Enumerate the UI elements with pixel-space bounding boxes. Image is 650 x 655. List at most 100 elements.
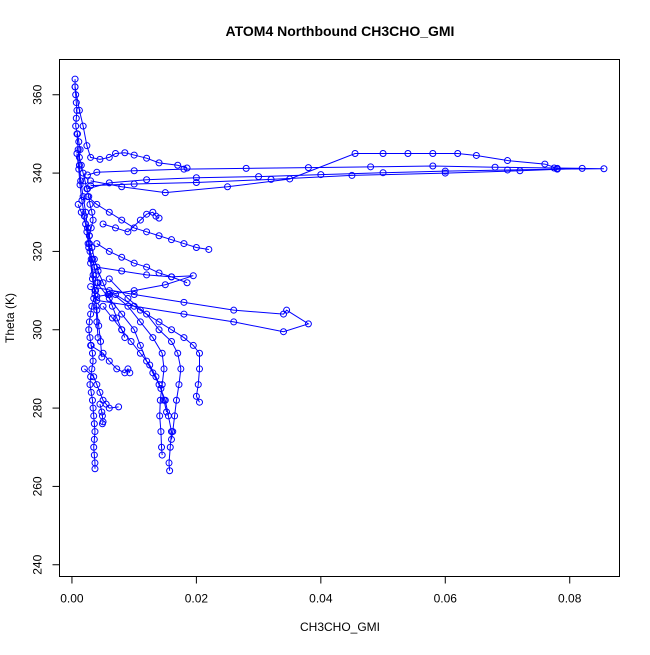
y-axis: 240 260 280 300 320 340 360: [31, 84, 60, 575]
chart-title: ATOM4 Northbound CH3CHO_GMI: [226, 23, 455, 39]
data-point: [80, 365, 88, 373]
data-point: [130, 259, 138, 267]
data-point: [143, 310, 151, 318]
data-point: [118, 216, 126, 224]
data-point: [404, 150, 412, 157]
data-point: [304, 164, 312, 172]
data-point: [283, 306, 291, 314]
data-point: [84, 224, 91, 232]
data-point: [85, 240, 93, 248]
data-point: [84, 171, 91, 179]
data-point: [112, 224, 119, 232]
data-point: [91, 287, 99, 295]
data-point: [71, 83, 79, 91]
series-line: [96, 243, 188, 284]
data-point: [105, 179, 113, 187]
data-point: [86, 381, 94, 389]
data-point: [152, 373, 160, 381]
data-point: [105, 294, 113, 302]
data-point: [96, 400, 104, 408]
data-point: [165, 459, 173, 467]
y-tick-label: 320: [31, 241, 45, 261]
data-point: [90, 435, 98, 443]
plot-frame: [59, 59, 620, 577]
data-point: [194, 381, 202, 389]
data-point: [224, 183, 231, 191]
data-point: [230, 306, 238, 314]
data-point: [196, 349, 203, 357]
data-point: [90, 451, 98, 459]
data-point: [429, 162, 437, 170]
data-point: [286, 175, 294, 183]
data-point: [136, 318, 144, 326]
data-point: [158, 349, 166, 357]
data-point: [86, 334, 94, 342]
data-point: [454, 150, 462, 157]
data-point: [99, 349, 107, 357]
data-point: [92, 302, 100, 310]
data-point: [180, 240, 188, 248]
data-point: [155, 318, 163, 326]
data-point: [192, 244, 200, 251]
data-point: [118, 310, 126, 318]
data-point: [504, 166, 511, 174]
data-point: [168, 273, 175, 281]
data-point: [105, 357, 113, 365]
data-point: [121, 149, 129, 157]
data-point: [441, 169, 449, 177]
data-point: [205, 245, 213, 253]
data-point: [379, 169, 387, 177]
data-point: [93, 318, 101, 326]
data-point: [196, 398, 203, 406]
data-point: [83, 228, 91, 236]
series-line: [90, 286, 310, 333]
y-tick-label: 300: [31, 319, 45, 339]
data-point: [89, 357, 97, 365]
data-point: [93, 263, 101, 271]
data-point: [160, 365, 168, 373]
x-tick-label: 0.04: [309, 592, 333, 606]
data-point: [175, 381, 183, 389]
data-point: [105, 153, 113, 161]
y-tick-label: 260: [31, 476, 45, 496]
data-point: [166, 443, 174, 451]
data-point: [130, 326, 138, 334]
data-point: [90, 443, 98, 451]
data-point: [169, 428, 177, 436]
data-point: [130, 291, 138, 298]
series-layer: [71, 75, 608, 475]
data-point: [168, 236, 175, 244]
data-point: [88, 302, 96, 310]
data-point: [157, 385, 165, 392]
data-point: [88, 349, 96, 357]
series-line: [96, 282, 173, 471]
data-point: [118, 253, 126, 261]
series-line: [115, 294, 200, 403]
data-point: [155, 232, 163, 240]
data-point: [105, 208, 113, 216]
data-point: [84, 193, 91, 201]
data-point: [317, 171, 325, 179]
data-point: [136, 216, 144, 224]
data-point: [155, 159, 163, 167]
series-line: [87, 165, 604, 190]
data-point: [280, 328, 287, 336]
data-point: [143, 228, 151, 236]
data-point: [74, 200, 82, 208]
data-point: [192, 392, 200, 400]
data-point: [196, 365, 203, 373]
data-point: [90, 412, 98, 420]
data-point: [79, 193, 87, 201]
data-point: [73, 150, 81, 157]
data-point: [82, 208, 90, 216]
data-point: [168, 326, 175, 334]
data-point: [180, 310, 188, 318]
data-point: [108, 314, 116, 322]
data-point: [189, 272, 197, 280]
data-point: [130, 151, 138, 159]
data-point: [157, 428, 165, 436]
data-point: [174, 349, 182, 357]
data-point: [177, 365, 185, 373]
